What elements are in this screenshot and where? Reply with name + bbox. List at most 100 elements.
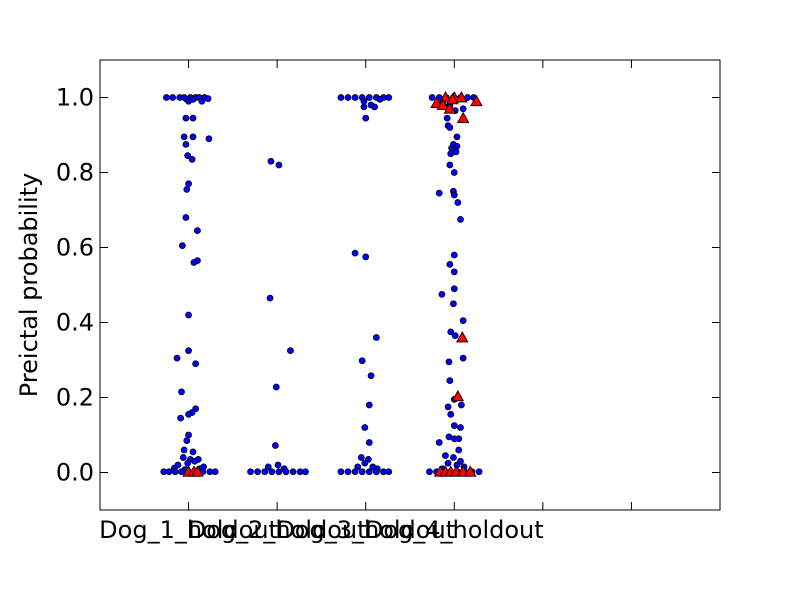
interictal-point bbox=[449, 454, 457, 461]
interictal-point bbox=[455, 435, 463, 443]
y-tick-label: 0.0 bbox=[56, 459, 94, 487]
plot-area bbox=[100, 60, 720, 510]
interictal-point bbox=[178, 388, 185, 396]
interictal-point bbox=[376, 95, 384, 103]
interictal-point bbox=[183, 185, 191, 193]
interictal-point bbox=[185, 180, 192, 188]
interictal-point bbox=[371, 103, 378, 111]
interictal-point bbox=[287, 347, 294, 355]
interictal-point bbox=[459, 354, 467, 362]
interictal-point bbox=[185, 97, 192, 105]
interictal-point bbox=[264, 463, 272, 471]
preictal-point bbox=[451, 389, 465, 402]
interictal-point bbox=[171, 468, 179, 476]
interictal-point bbox=[457, 424, 464, 431]
preictal-point bbox=[463, 465, 477, 477]
interictal-point bbox=[268, 468, 276, 476]
interictal-point bbox=[275, 161, 283, 169]
preictal-point bbox=[455, 331, 469, 343]
preictal-point bbox=[191, 465, 204, 477]
x-tick-label: Dog_1_holdout bbox=[99, 516, 278, 544]
x-tick-label: Dog_2_holdout bbox=[188, 516, 367, 544]
interictal-point bbox=[337, 468, 345, 476]
interictal-point bbox=[254, 468, 262, 476]
interictal-point bbox=[169, 94, 177, 101]
y-tick-label: 0.8 bbox=[56, 159, 94, 187]
interictal-point bbox=[365, 401, 373, 409]
interictal-point bbox=[450, 285, 458, 293]
interictal-point bbox=[194, 227, 201, 235]
interictal-point bbox=[365, 439, 373, 446]
interictal-point bbox=[185, 347, 192, 355]
interictal-point bbox=[450, 268, 458, 276]
interictal-point bbox=[178, 242, 186, 250]
interictal-point bbox=[365, 468, 373, 476]
interictal-point bbox=[344, 468, 352, 476]
interictal-point bbox=[205, 135, 213, 143]
interictal-point bbox=[185, 410, 192, 418]
interictal-point bbox=[459, 317, 467, 325]
interictal-point bbox=[435, 439, 443, 446]
interictal-point bbox=[447, 410, 455, 418]
interictal-point bbox=[261, 468, 269, 476]
interictal-point bbox=[178, 468, 185, 476]
interictal-point bbox=[190, 259, 198, 266]
y-tick-label: 1.0 bbox=[56, 84, 94, 112]
interictal-point bbox=[453, 133, 461, 141]
interictal-point bbox=[446, 260, 454, 268]
interictal-point bbox=[180, 133, 188, 141]
interictal-point bbox=[428, 94, 436, 101]
preictal-point bbox=[436, 98, 450, 110]
y-axis-title: Preictal probability bbox=[15, 173, 43, 397]
y-tick-labels: 0.0 0.2 0.4 0.6 0.8 1.0 bbox=[56, 84, 94, 487]
y-tick-label: 0.2 bbox=[56, 384, 94, 412]
interictal-point bbox=[444, 403, 452, 411]
interictal-point bbox=[451, 332, 459, 340]
interictal-point bbox=[450, 251, 458, 259]
interictal-point bbox=[365, 94, 373, 101]
interictal-point bbox=[446, 124, 454, 131]
preictal-point bbox=[446, 92, 459, 105]
interictal-point bbox=[189, 133, 197, 141]
interictal-point bbox=[180, 446, 188, 454]
x-tick-label: Dog_4_holdout bbox=[365, 516, 544, 544]
interictal-point bbox=[367, 372, 375, 380]
interictal-point bbox=[475, 468, 483, 476]
interictal-point bbox=[443, 114, 451, 122]
interictal-point bbox=[302, 468, 309, 476]
interictal-point bbox=[358, 357, 366, 365]
preictal-point bbox=[455, 91, 468, 103]
interictal-point bbox=[344, 94, 352, 101]
interictal-point bbox=[360, 103, 368, 111]
interictal-point bbox=[457, 401, 465, 409]
data-points bbox=[160, 91, 483, 477]
interictal-point bbox=[450, 169, 458, 176]
preictal-point bbox=[470, 94, 483, 107]
interictal-point bbox=[179, 454, 187, 461]
preictal-point bbox=[443, 102, 457, 114]
interictal-point bbox=[447, 328, 455, 336]
plot-frame bbox=[99, 59, 721, 511]
interictal-point bbox=[185, 311, 192, 319]
interictal-point bbox=[247, 468, 254, 476]
interictal-point bbox=[450, 191, 458, 199]
interictal-point bbox=[282, 468, 290, 476]
interictal-point bbox=[362, 253, 370, 261]
x-tick-labels: Dog_1_holdoutDog_2_holdoutDog_3_holdoutD… bbox=[99, 516, 543, 544]
interictal-point bbox=[188, 155, 196, 163]
interictal-point bbox=[361, 424, 369, 431]
interictal-point bbox=[204, 95, 212, 103]
interictal-point bbox=[165, 468, 173, 476]
interictal-point bbox=[361, 459, 369, 467]
interictal-point bbox=[189, 114, 197, 122]
interictal-point bbox=[184, 459, 192, 467]
axis-ticks bbox=[100, 60, 720, 510]
interictal-point bbox=[449, 300, 457, 308]
interictal-point bbox=[457, 215, 464, 223]
interictal-point bbox=[446, 377, 454, 385]
interictal-point bbox=[385, 468, 393, 476]
interictal-point bbox=[454, 199, 462, 206]
interictal-point bbox=[445, 358, 453, 366]
x-tick-label: Dog_3_holdout bbox=[276, 516, 455, 544]
interictal-point bbox=[360, 97, 368, 105]
